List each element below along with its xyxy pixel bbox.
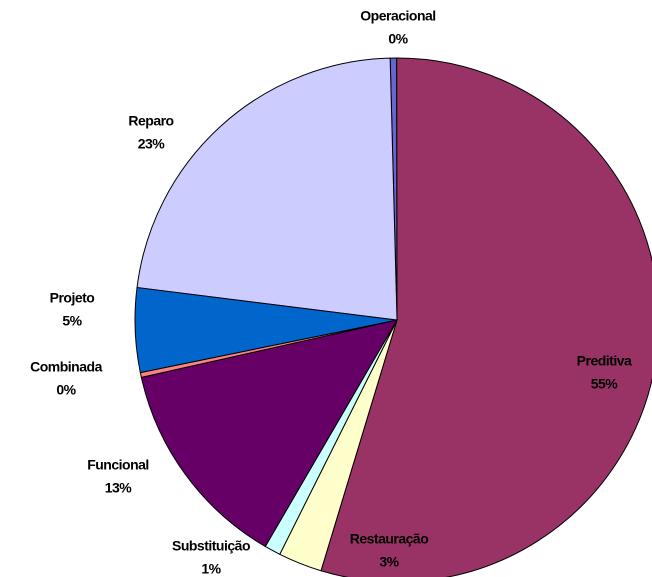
slice-label: Substituição xyxy=(172,538,250,554)
slice-label: Combinada xyxy=(30,359,102,375)
slice-value-label: 55% xyxy=(591,376,619,392)
pie-slice xyxy=(140,319,399,548)
slice-label: Projeto xyxy=(50,290,95,306)
slice-label: Restauração xyxy=(350,531,429,547)
slice-value-label: 0% xyxy=(388,31,408,47)
slice-label: Reparo xyxy=(128,113,173,129)
slice-label: Operacional xyxy=(360,8,435,24)
slice-value-label: 13% xyxy=(105,480,133,496)
pie-slice xyxy=(320,57,652,577)
slice-label: Preditiva xyxy=(577,353,632,369)
slice-value-label: 23% xyxy=(138,136,166,152)
slice-label: Funcional xyxy=(87,457,149,473)
pie-slice xyxy=(136,57,398,321)
slice-value-label: 1% xyxy=(201,561,221,577)
slice-value-label: 0% xyxy=(56,382,76,398)
slice-value-label: 5% xyxy=(62,313,82,329)
slice-value-label: 3% xyxy=(379,554,399,570)
